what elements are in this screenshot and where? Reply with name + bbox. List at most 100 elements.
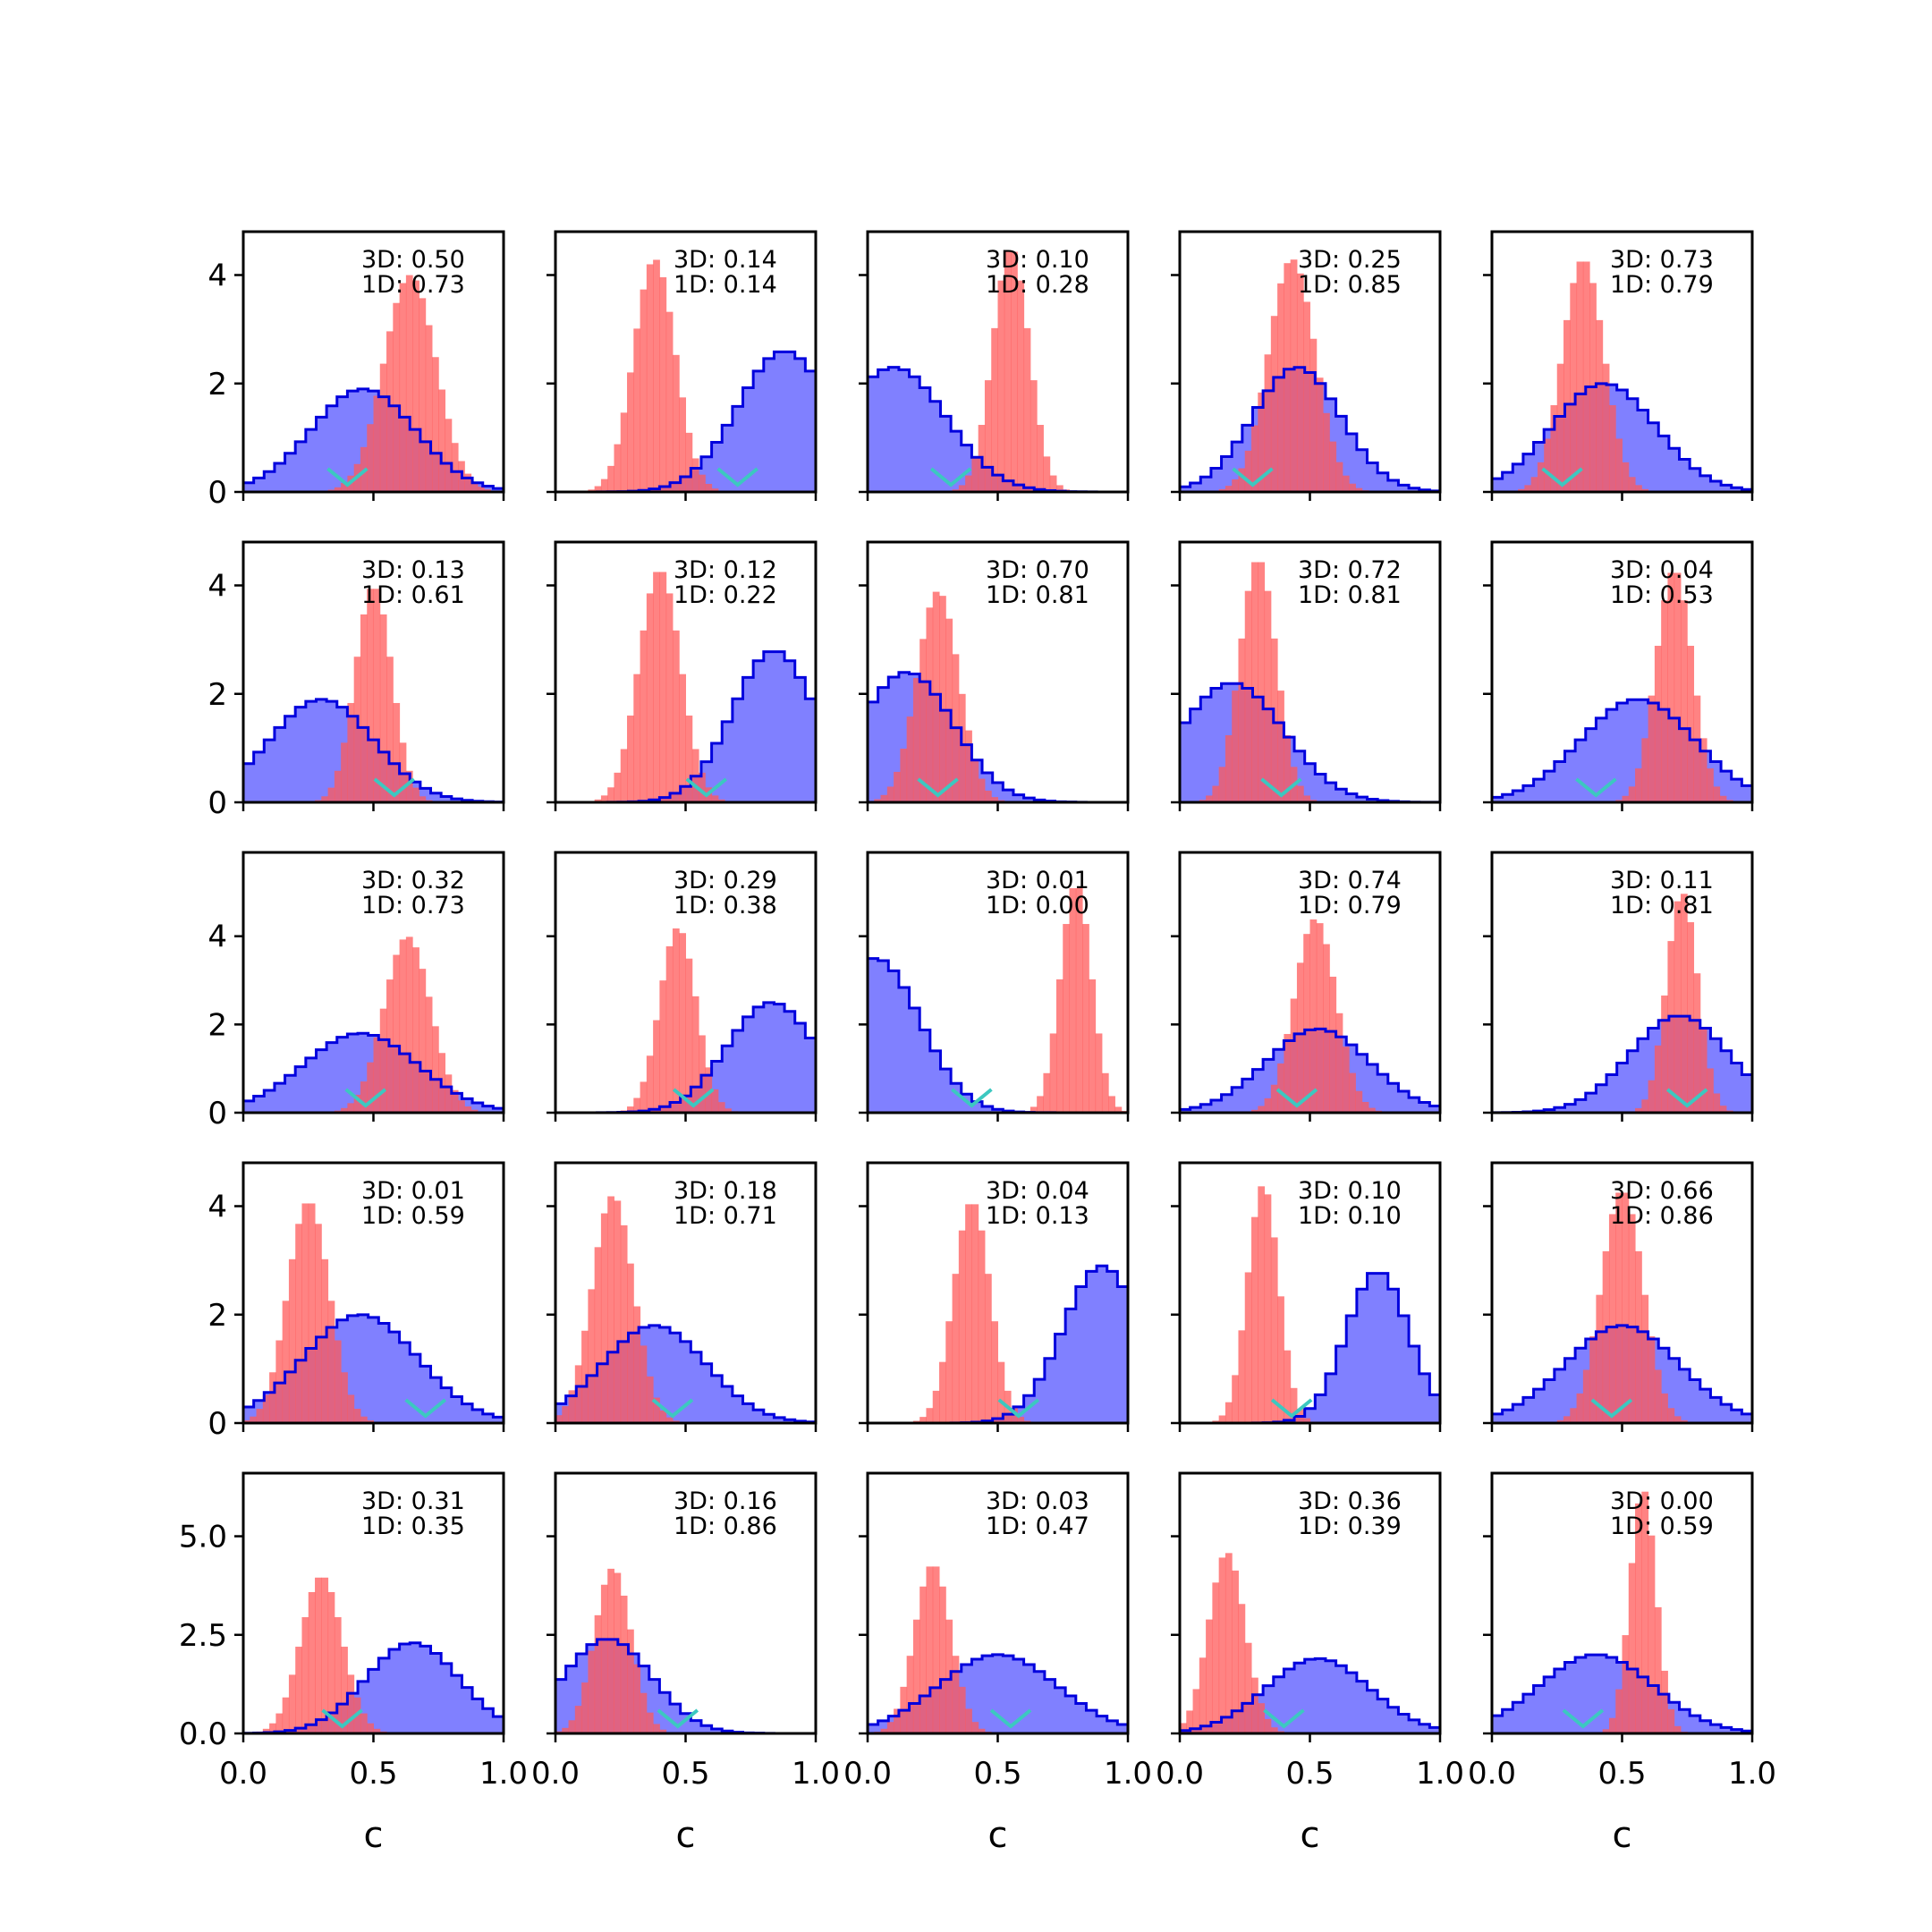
red-bar — [1680, 894, 1688, 1113]
red-bar — [347, 1103, 355, 1113]
red-bar — [1570, 1408, 1578, 1423]
red-bar — [971, 1204, 979, 1423]
red-bar — [1667, 1708, 1675, 1733]
red-bar — [360, 1081, 368, 1113]
red-bar — [568, 1390, 576, 1423]
red-bar — [1232, 1375, 1239, 1423]
red-bar — [633, 328, 641, 492]
red-bar — [1719, 1106, 1727, 1113]
label-3d: 3D: 0.11 — [1610, 867, 1714, 894]
red-bar — [341, 1107, 348, 1113]
red-bar — [367, 1723, 374, 1733]
label-1d: 1D: 0.59 — [361, 1202, 465, 1230]
red-bar — [1707, 768, 1714, 802]
red-bar — [699, 474, 706, 492]
label-3d: 3D: 0.18 — [674, 1177, 777, 1205]
red-bar — [393, 302, 401, 492]
red-bar — [1602, 1250, 1610, 1423]
red-bar — [685, 958, 693, 1113]
estimate-marker — [1590, 1398, 1633, 1419]
red-bar — [360, 614, 368, 802]
red-bar — [1641, 1491, 1649, 1733]
red-bar — [1582, 261, 1590, 492]
x-tick-label: 1.0 — [792, 1756, 840, 1792]
red-bar — [1635, 1503, 1642, 1733]
red-bar — [724, 1108, 732, 1113]
red-bar — [1277, 1063, 1284, 1113]
estimate-marker — [1270, 1398, 1313, 1419]
red-bar — [717, 799, 725, 802]
red-histogram — [555, 1196, 680, 1423]
estimate-marker — [1541, 467, 1583, 487]
red-bar — [262, 1728, 270, 1733]
red-bar — [1323, 412, 1330, 492]
red-bar — [1693, 695, 1701, 802]
red-bar — [347, 702, 355, 802]
y-tick-label: 2 — [208, 367, 227, 402]
red-bar — [633, 1664, 641, 1733]
red-bar — [1192, 1689, 1200, 1733]
estimate-marker — [344, 1088, 387, 1108]
plot-area — [243, 589, 504, 802]
red-bar — [640, 1692, 648, 1733]
label-1d: 1D: 0.86 — [674, 1513, 777, 1540]
red-bar — [1355, 1090, 1363, 1113]
red-bar — [1296, 962, 1304, 1113]
red-bar — [301, 1203, 309, 1423]
y-tick-label: 2.5 — [179, 1618, 227, 1654]
red-bar — [1244, 450, 1252, 492]
red-bar — [1251, 1216, 1258, 1423]
red-histogram — [1596, 1491, 1688, 1733]
red-bar — [399, 939, 407, 1113]
blue-histogram-edge — [243, 1641, 504, 1733]
red-bar — [672, 928, 680, 1113]
red-bar — [405, 275, 413, 492]
red-bar — [640, 1081, 648, 1113]
red-bar — [1108, 1096, 1115, 1113]
red-bar — [464, 1106, 472, 1113]
red-bar — [594, 799, 602, 802]
label-3d: 3D: 0.04 — [1610, 556, 1714, 584]
plot-area — [1180, 562, 1440, 802]
estimate-marker — [685, 777, 728, 798]
label-3d: 3D: 0.10 — [1298, 1177, 1402, 1205]
red-bar — [1218, 767, 1226, 802]
red-bar — [653, 1020, 660, 1113]
red-bar — [327, 1301, 335, 1423]
red-bar — [685, 716, 693, 802]
red-bar — [894, 1708, 901, 1733]
blue-histogram-fill — [243, 1642, 504, 1733]
red-histogram — [1615, 572, 1733, 802]
red-bar — [1206, 795, 1213, 802]
red-bar — [315, 1577, 322, 1733]
red-bar — [1030, 380, 1038, 492]
red-bar — [874, 799, 882, 802]
red-bar — [1635, 1107, 1642, 1113]
estimate-marker — [1665, 1088, 1708, 1108]
red-bar — [1264, 590, 1272, 802]
red-bar — [555, 1415, 563, 1423]
red-bar — [627, 716, 634, 802]
x-axis-label: c — [676, 1815, 696, 1856]
red-bar — [594, 1247, 602, 1423]
red-bar — [1258, 1186, 1266, 1423]
estimate-marker — [997, 1398, 1040, 1419]
red-bar — [665, 1417, 674, 1423]
y-tick-label: 4 — [208, 569, 227, 605]
red-bar — [965, 1204, 972, 1423]
red-bar — [1602, 1729, 1610, 1733]
red-bar — [275, 1713, 284, 1733]
plot-area — [243, 936, 504, 1113]
red-bar — [679, 397, 686, 492]
red-bar — [1556, 363, 1564, 492]
red-bar — [620, 749, 628, 802]
red-bar — [699, 772, 706, 802]
red-bar — [958, 1230, 966, 1423]
red-bar — [308, 1203, 316, 1423]
red-bar — [360, 1416, 368, 1423]
red-bar — [665, 946, 674, 1113]
